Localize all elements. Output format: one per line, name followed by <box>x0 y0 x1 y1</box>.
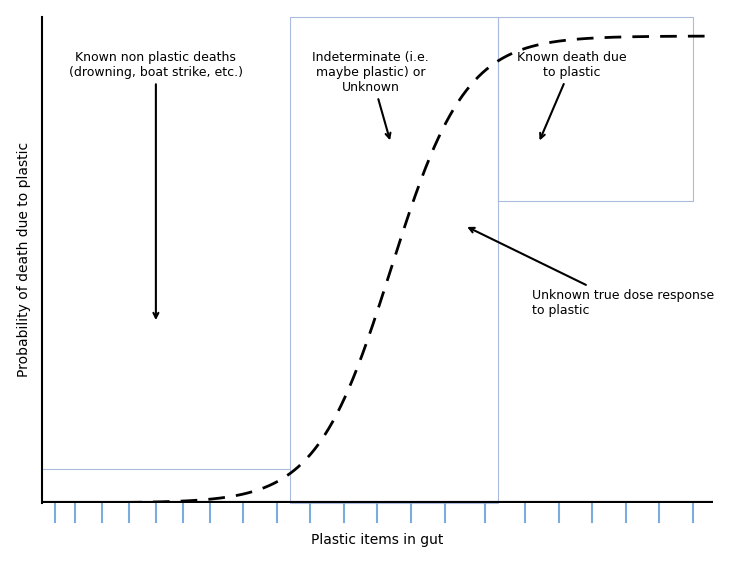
Text: Unknown true dose response
to plastic: Unknown true dose response to plastic <box>469 228 714 317</box>
Text: Known death due
to plastic: Known death due to plastic <box>517 51 627 138</box>
Bar <box>498 17 693 201</box>
Bar <box>290 17 498 503</box>
Y-axis label: Probability of death due to plastic: Probability of death due to plastic <box>17 142 31 377</box>
X-axis label: Plastic items in gut: Plastic items in gut <box>311 534 443 547</box>
Text: Indeterminate (i.e.
maybe plastic) or
Unknown: Indeterminate (i.e. maybe plastic) or Un… <box>312 51 429 138</box>
Text: Known non plastic deaths
(drowning, boat strike, etc.): Known non plastic deaths (drowning, boat… <box>69 51 243 318</box>
